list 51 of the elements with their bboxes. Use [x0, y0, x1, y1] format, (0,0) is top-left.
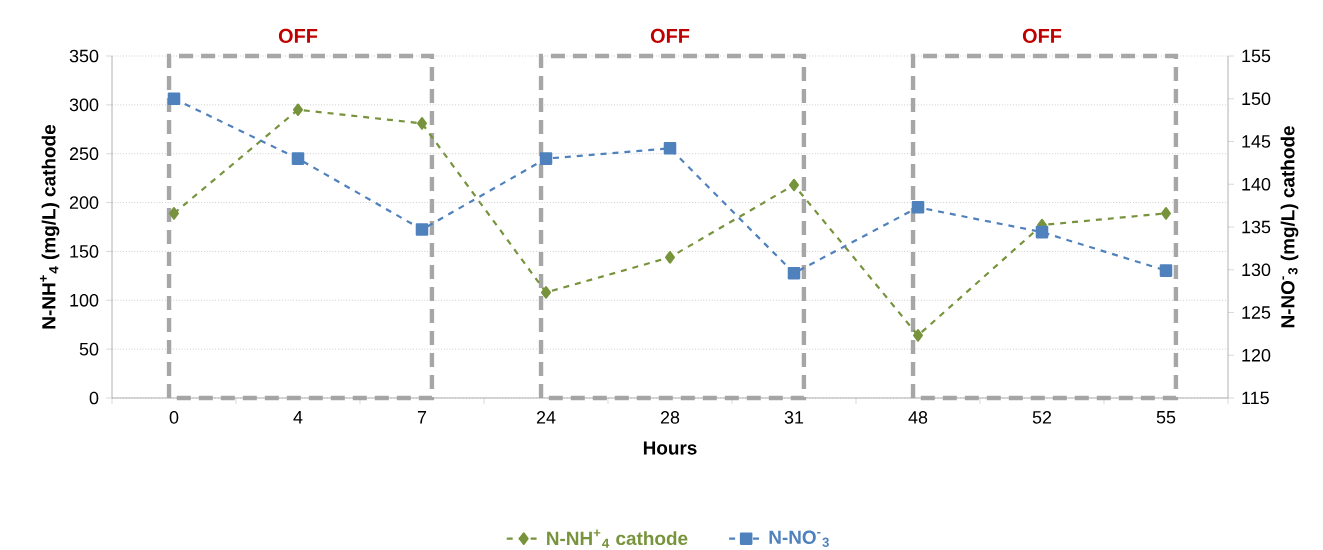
point — [911, 201, 925, 214]
point — [1035, 225, 1049, 239]
x-tick-label: 55 — [1156, 411, 1176, 424]
y2-axis-title: N-NO$^{-}$$_{3}$ (mg/L) cathode — [1280, 126, 1299, 328]
point — [665, 251, 675, 264]
y-tick-label: 100 — [70, 293, 99, 307]
y2-tick-label: 135 — [1242, 220, 1271, 234]
point — [1159, 264, 1173, 277]
point — [167, 92, 181, 106]
y2-tick-label: 115 — [1242, 391, 1269, 405]
point — [541, 286, 551, 299]
y2-tick-label: 125 — [1242, 306, 1271, 319]
y2-tick-label: 130 — [1242, 263, 1271, 277]
y-tick-label: 150 — [70, 245, 99, 258]
point — [913, 329, 923, 342]
point — [789, 178, 799, 192]
x-tick-label: 31 — [784, 411, 804, 424]
point — [1161, 207, 1171, 220]
point — [291, 152, 305, 165]
band-label: OFF — [650, 28, 690, 43]
y2-tick-label: 145 — [1242, 135, 1271, 148]
y-tick-label: 350 — [69, 49, 99, 63]
point — [415, 223, 429, 236]
y2-tick-label: 140 — [1242, 177, 1271, 191]
y-tick-label: 50 — [79, 342, 99, 356]
y-tick-label: 0 — [89, 391, 99, 405]
y-tick-label: 200 — [69, 196, 99, 209]
legend-label: N-NO$^{-}$3 — [769, 530, 829, 548]
point — [293, 103, 303, 117]
y-tick-label: 300 — [69, 98, 99, 112]
x-axis-title: Hours — [643, 441, 697, 455]
x-tick-label: 0 — [169, 411, 179, 424]
x-tick-label: 28 — [660, 411, 680, 424]
y2-tick-label: 155 — [1242, 49, 1271, 63]
x-tick-label: 52 — [1032, 411, 1052, 424]
y2-tick-label: 120 — [1242, 348, 1271, 362]
y-axis-title: N-NH$^{+}$$_{4}$ (mg/L) cathode — [39, 124, 60, 329]
band-label: OFF — [1022, 28, 1062, 43]
y-tick-label: 250 — [69, 147, 99, 161]
band-label: OFF — [278, 28, 318, 43]
x-tick-label: 24 — [536, 411, 556, 424]
point — [539, 152, 553, 165]
x-tick-label: 4 — [293, 411, 303, 424]
point — [663, 142, 677, 155]
x-tick-label: 7 — [417, 411, 427, 424]
x-tick-label: 48 — [908, 411, 928, 424]
point — [169, 207, 179, 220]
point — [417, 117, 427, 130]
point — [787, 266, 801, 280]
legend-label: N-NH$^{+}$$_{4}$ cathode — [547, 529, 688, 548]
y2-tick-label: 150 — [1242, 92, 1271, 106]
